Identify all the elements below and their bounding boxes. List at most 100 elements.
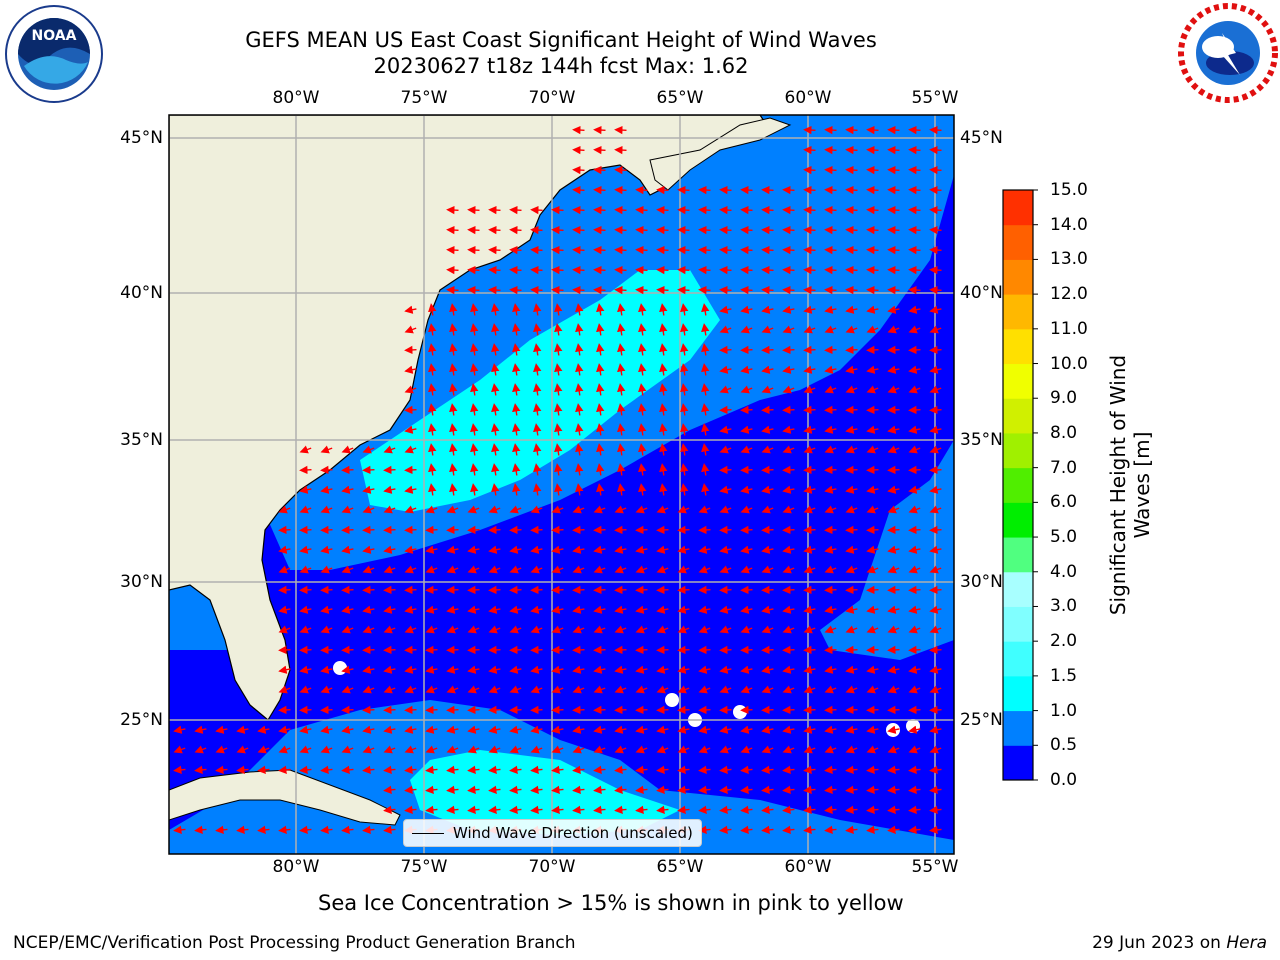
- wave-direction-arrow: [887, 505, 900, 514]
- wave-direction-arrow: [719, 665, 732, 674]
- wave-direction-arrow: [719, 745, 732, 754]
- wave-direction-arrow: [908, 285, 921, 295]
- wave-direction-arrow: [593, 625, 606, 634]
- wave-direction-arrow: [509, 605, 522, 614]
- wave-direction-arrow: [656, 725, 669, 734]
- wave-direction-arrow: [656, 665, 669, 674]
- wave-direction-arrow: [824, 365, 837, 374]
- wave-direction-arrow: [866, 425, 879, 434]
- wave-direction-arrow: [341, 605, 354, 614]
- wave-direction-arrow: [320, 585, 333, 595]
- wave-direction-arrow: [719, 705, 732, 715]
- lon-label-top: 55°W: [911, 88, 959, 108]
- wave-direction-arrow: [593, 805, 606, 815]
- colorbar-tick-label: 11.0: [1050, 318, 1088, 339]
- wave-direction-arrow: [572, 165, 585, 175]
- wave-direction-arrow: [320, 525, 333, 535]
- noaa-logo-icon: NOAA: [5, 5, 103, 103]
- wave-direction-arrow: [866, 385, 879, 394]
- wave-direction-arrow: [929, 825, 942, 835]
- wave-direction-arrow: [572, 725, 585, 734]
- wave-direction-arrow: [824, 585, 837, 595]
- wave-direction-arrow: [887, 665, 900, 674]
- wave-direction-arrow: [512, 443, 521, 456]
- wave-direction-arrow: [341, 465, 354, 475]
- wave-direction-arrow: [719, 545, 732, 554]
- wave-direction-arrow: [698, 225, 711, 235]
- wave-direction-arrow: [740, 365, 753, 374]
- wave-direction-arrow: [740, 305, 753, 314]
- wave-direction-arrow: [761, 445, 774, 454]
- wave-direction-arrow: [719, 325, 732, 334]
- wave-direction-arrow: [803, 285, 816, 295]
- wave-direction-arrow: [341, 685, 354, 694]
- wave-direction-arrow: [404, 485, 417, 494]
- wave-direction-arrow: [740, 505, 753, 514]
- wave-direction-arrow: [491, 463, 500, 476]
- wave-direction-arrow: [929, 285, 942, 295]
- wave-direction-arrow: [845, 565, 858, 574]
- wave-direction-arrow: [719, 285, 732, 295]
- wave-direction-arrow: [512, 303, 521, 316]
- wave-direction-arrow: [719, 405, 732, 415]
- wave-direction-arrow: [278, 765, 291, 775]
- wave-direction-arrow: [404, 425, 417, 434]
- wave-direction-arrow: [824, 445, 837, 454]
- lat-label-right: 25°N: [960, 710, 1003, 730]
- wave-direction-arrow: [866, 345, 879, 355]
- wave-direction-arrow: [845, 685, 858, 694]
- wave-direction-arrow: [887, 185, 900, 195]
- wave-direction-arrow: [719, 525, 732, 535]
- wave-direction-arrow: [845, 425, 858, 434]
- wave-direction-arrow: [929, 685, 942, 694]
- wave-direction-arrow: [341, 625, 354, 634]
- wave-direction-arrow: [509, 625, 522, 634]
- wave-direction-arrow: [701, 343, 710, 356]
- wave-direction-arrow: [404, 605, 417, 614]
- wave-direction-arrow: [782, 785, 795, 795]
- wave-direction-arrow: [635, 685, 648, 694]
- wave-direction-arrow: [680, 343, 689, 356]
- wave-direction-arrow: [467, 625, 480, 634]
- wave-direction-arrow: [782, 685, 795, 694]
- wave-direction-arrow: [740, 645, 753, 655]
- wave-direction-arrow: [278, 565, 291, 574]
- wave-direction-arrow: [551, 665, 564, 674]
- wave-direction-arrow: [509, 765, 522, 775]
- lon-label-bottom: 65°W: [656, 857, 704, 877]
- wave-direction-arrow: [698, 765, 711, 775]
- wave-direction-arrow: [740, 265, 753, 275]
- wave-direction-arrow: [320, 685, 333, 694]
- wave-direction-arrow: [677, 205, 690, 215]
- colorbar-tick-label: 7.0: [1050, 457, 1078, 478]
- wave-direction-arrow: [803, 465, 816, 475]
- wave-direction-arrow: [908, 325, 921, 334]
- wave-direction-arrow: [383, 665, 396, 674]
- wave-direction-arrow: [701, 463, 710, 476]
- wave-direction-arrow: [698, 505, 711, 514]
- wave-band-1-0: [410, 750, 680, 835]
- wave-direction-arrow: [467, 685, 480, 694]
- wave-direction-arrow: [572, 645, 585, 655]
- wave-direction-arrow: [488, 685, 501, 694]
- wave-direction-arrow: [719, 385, 732, 394]
- wave-direction-arrow: [320, 465, 333, 475]
- wave-direction-arrow: [824, 785, 837, 795]
- noaa-logo-text: NOAA: [32, 28, 77, 44]
- wave-direction-arrow: [659, 443, 668, 456]
- lat-label-right: 40°N: [960, 283, 1003, 303]
- wave-direction-arrow: [740, 245, 753, 255]
- wave-direction-arrow: [530, 765, 543, 775]
- wave-direction-arrow: [173, 765, 186, 775]
- lat-label-left: 25°N: [120, 710, 163, 730]
- colorbar-tick-label: 13.0: [1050, 249, 1088, 270]
- wave-direction-arrow: [908, 245, 921, 255]
- wave-direction-arrow: [908, 345, 921, 355]
- wave-direction-arrow: [551, 525, 564, 535]
- wave-direction-arrow: [449, 303, 458, 316]
- wave-direction-arrow: [362, 725, 375, 734]
- wave-direction-arrow: [449, 323, 458, 336]
- wave-direction-arrow: [593, 505, 606, 514]
- wave-direction-arrow: [533, 483, 542, 496]
- wave-direction-arrow: [467, 745, 480, 754]
